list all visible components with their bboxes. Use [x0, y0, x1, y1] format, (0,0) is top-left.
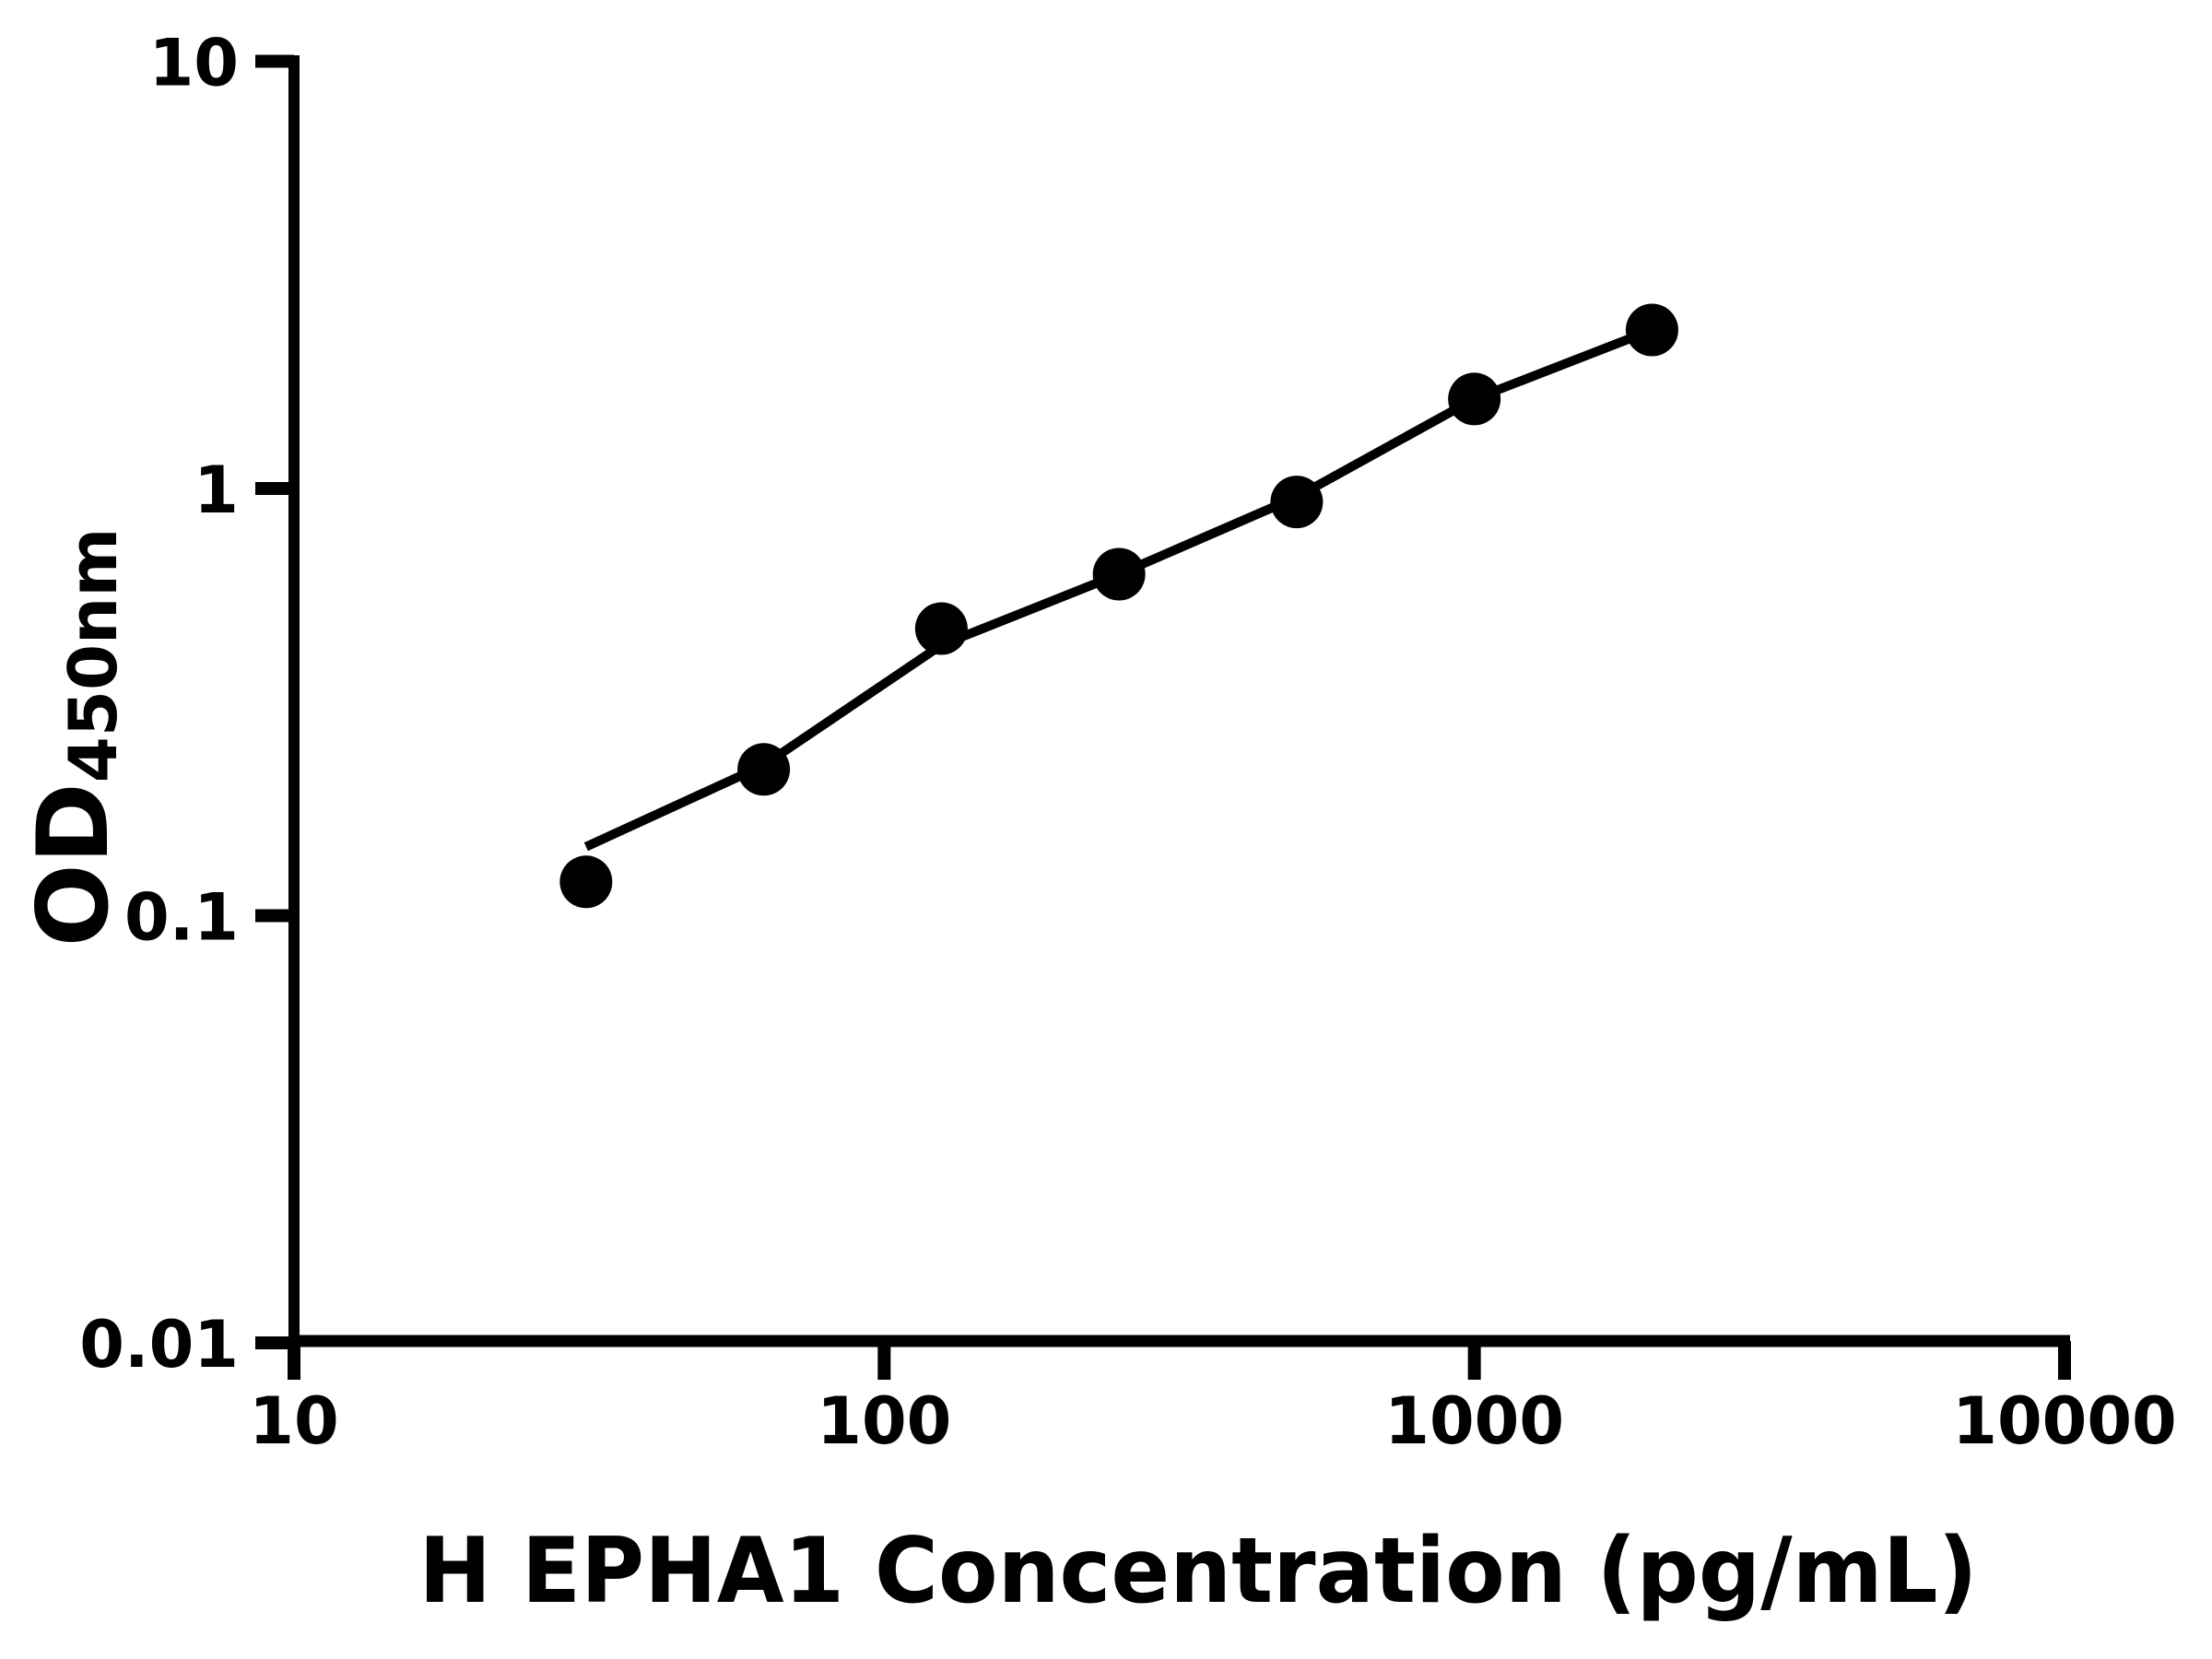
- data-point: [1625, 303, 1678, 357]
- y-axis-title: OD450nm: [17, 528, 132, 947]
- x-tick-label: 1000: [1384, 1383, 1564, 1459]
- x-axis-title: H EPHA1 Concentration (pg/mL): [418, 1519, 1978, 1624]
- y-tick-label: 0.1: [124, 880, 239, 956]
- x-tick-label: 10000: [1952, 1383, 2177, 1459]
- x-tick-label: 10: [249, 1383, 338, 1459]
- data-point: [1270, 476, 1324, 529]
- y-tick-label: 1: [194, 453, 239, 528]
- x-tick-label: 100: [817, 1383, 951, 1459]
- data-point: [559, 855, 613, 909]
- y-axis-title-main: OD: [17, 782, 130, 947]
- data-point: [1448, 372, 1501, 426]
- data-point: [1092, 547, 1146, 601]
- data-point: [737, 743, 791, 796]
- y-axis-title-subscript: 450nm: [54, 527, 132, 783]
- data-point: [914, 602, 968, 655]
- y-tick-label: 0.01: [79, 1307, 239, 1382]
- y-tick-label: 10: [149, 26, 239, 101]
